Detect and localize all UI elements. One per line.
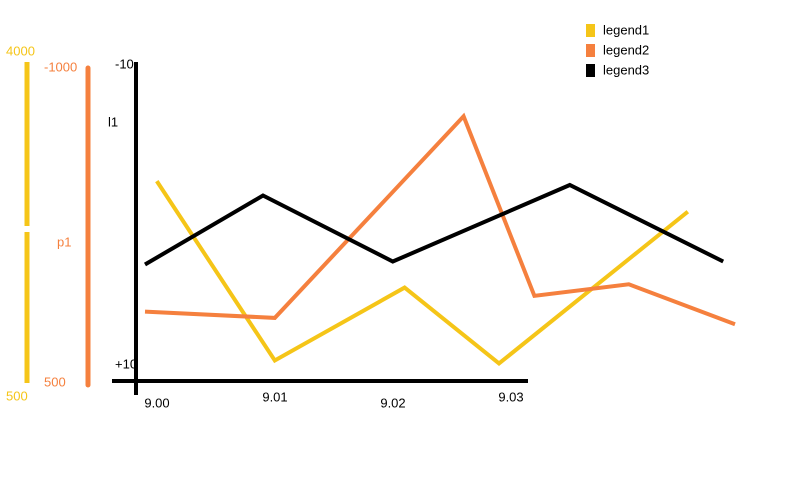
legend-swatch — [586, 64, 595, 77]
series-line — [143, 182, 725, 267]
x-tick-label: 9.01 — [262, 389, 287, 404]
legend-swatch — [586, 24, 595, 37]
legend-label: legend1 — [603, 22, 649, 37]
x-tick-label: 9.00 — [144, 395, 169, 410]
legend-label: legend2 — [603, 42, 649, 57]
legend-label: legend3 — [603, 62, 649, 77]
series-line — [144, 112, 736, 327]
y3-tick-label: 500 — [6, 388, 28, 403]
y-tick-label: -10 — [115, 56, 134, 71]
y2-tick-label: -1000 — [44, 59, 77, 74]
series-line — [155, 180, 690, 367]
x-tick-label: 9.03 — [498, 389, 523, 404]
y2-axis-label: p1 — [57, 234, 71, 249]
x-tick-label: 9.02 — [380, 395, 405, 410]
y2-tick-label: 500 — [44, 374, 66, 389]
y-axis-label: l1 — [108, 114, 118, 129]
y3-tick-label: 4000 — [6, 43, 35, 58]
y-tick-label: +10 — [115, 356, 137, 371]
legend-swatch — [586, 44, 595, 57]
